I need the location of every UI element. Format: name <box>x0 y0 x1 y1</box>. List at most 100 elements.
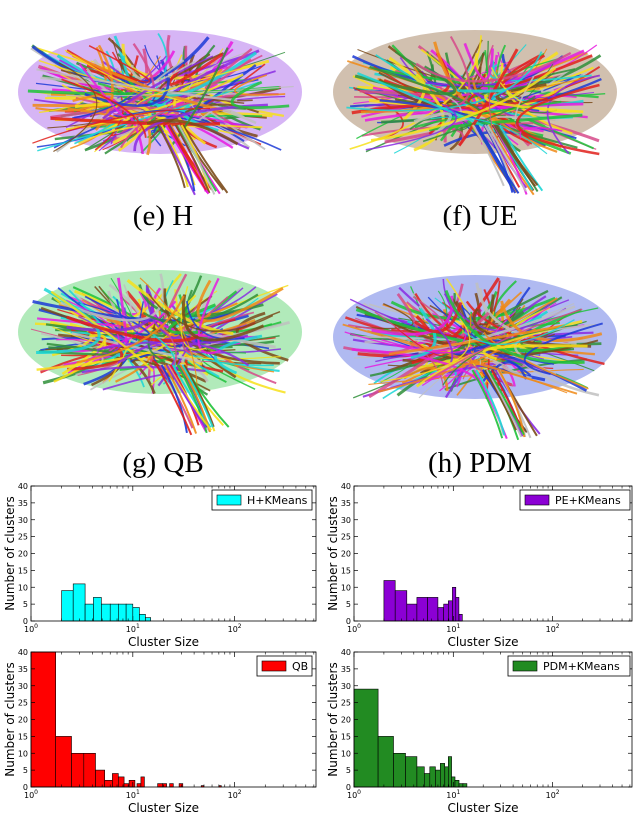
y-tick-label: 20 <box>341 716 351 725</box>
histogram-bar <box>112 773 119 788</box>
x-tick-label: 102 <box>546 623 560 634</box>
x-axis-label: Cluster Size <box>447 635 518 649</box>
histogram-bar <box>435 769 441 788</box>
y-tick-label: 35 <box>18 499 28 508</box>
histogram-bar <box>458 613 463 622</box>
y-tick-label: 0 <box>23 617 28 626</box>
x-tick-label: 101 <box>126 623 140 634</box>
y-tick-label: 0 <box>346 783 351 792</box>
y-tick-label: 10 <box>18 583 28 592</box>
histogram-bar <box>377 736 394 788</box>
x-tick-label: 100 <box>347 789 361 800</box>
y-tick-label: 0 <box>346 617 351 626</box>
histogram-bar <box>118 603 127 622</box>
x-tick-label: 100 <box>24 789 38 800</box>
y-tick-label: 30 <box>341 516 351 525</box>
histogram-bar <box>84 603 94 622</box>
x-axis-label: Cluster Size <box>128 801 199 813</box>
y-tick-label: 35 <box>18 665 28 674</box>
x-tick-label: 102 <box>228 789 242 800</box>
y-tick-label: 20 <box>341 550 351 559</box>
legend-label: H+KMeans <box>247 494 308 507</box>
y-tick-label: 10 <box>341 583 351 592</box>
histogram-bar <box>444 766 449 788</box>
y-tick-label: 15 <box>341 566 351 575</box>
histogram-bar <box>30 651 57 788</box>
histogram-bar <box>458 783 464 788</box>
y-tick-label: 20 <box>18 550 28 559</box>
y-axis-label: Number of clusters <box>326 496 340 610</box>
x-tick-label: 101 <box>126 789 140 800</box>
legend-swatch <box>216 494 242 506</box>
y-tick-label: 25 <box>341 533 351 542</box>
brain-image-h <box>18 30 302 196</box>
histogram-bar <box>452 586 457 622</box>
histogram-bar <box>125 603 134 622</box>
legend-label: QB <box>292 660 308 673</box>
y-tick-label: 10 <box>341 749 351 758</box>
histogram-bar <box>443 603 449 622</box>
y-tick-label: 40 <box>18 482 28 491</box>
histogram-bar <box>132 607 140 622</box>
histogram-bar <box>455 597 460 622</box>
brain-image-ue <box>333 30 617 196</box>
y-axis-label: Number of clusters <box>3 662 17 776</box>
y-tick-label: 15 <box>18 732 28 741</box>
y-tick-label: 10 <box>18 749 28 758</box>
brain-image-qb <box>18 270 302 436</box>
histogram-bar <box>55 736 72 788</box>
legend: PDM+KMeans <box>507 655 631 677</box>
histogram-bar <box>83 752 96 788</box>
histogram-bar <box>157 783 163 788</box>
caption-h: (e) H <box>133 200 193 232</box>
histogram-bar <box>416 597 428 622</box>
histogram-panel: 0 5 10 15 20 25 30 35 40 100 101 102 Cluster Size Num… <box>3 482 317 649</box>
x-tick-label: 100 <box>24 623 38 634</box>
histogram-bar <box>427 597 439 622</box>
histogram-bar <box>169 783 174 788</box>
y-tick-label: 25 <box>18 699 28 708</box>
y-tick-label: 30 <box>18 516 28 525</box>
y-axis-label: Number of clusters <box>3 496 17 610</box>
y-tick-label: 30 <box>18 682 28 691</box>
y-tick-label: 0 <box>23 783 28 792</box>
histogram-bar <box>104 779 113 788</box>
caption-ue: (f) UE <box>443 200 518 232</box>
histogram-panel: 0 5 10 15 20 25 30 35 40 100 101 102 Cluster Size Num… <box>3 648 317 813</box>
histogram-bar <box>406 603 418 622</box>
histogram-bar <box>394 590 408 622</box>
x-axis-label: Cluster Size <box>447 801 518 813</box>
x-tick-label: 101 <box>446 623 460 634</box>
caption-pdm: (h) PDM <box>428 447 532 479</box>
y-tick-label: 25 <box>341 699 351 708</box>
histogram-bar <box>72 583 86 622</box>
legend: H+KMeans <box>211 489 313 511</box>
legend-swatch <box>524 494 550 506</box>
y-tick-label: 40 <box>341 648 351 657</box>
histogram-panel: 0 5 10 15 20 25 30 35 40 100 101 102 Cluster Size Num… <box>326 482 633 649</box>
histogram-bar <box>162 783 167 788</box>
histogram-bar <box>447 600 453 622</box>
histogram-panel: 0 5 10 15 20 25 30 35 40 100 101 102 Cluster Size Num… <box>326 648 633 813</box>
histogram-bar <box>109 603 119 622</box>
histogram-bar <box>93 597 102 622</box>
x-tick-label: 102 <box>228 623 242 634</box>
x-tick-label: 101 <box>446 789 460 800</box>
histogram-bar <box>353 688 379 788</box>
histogram-bar <box>139 613 146 622</box>
y-tick-label: 5 <box>346 766 351 775</box>
x-axis-label: Cluster Size <box>128 635 199 649</box>
histogram-bar <box>128 779 136 788</box>
y-tick-label: 5 <box>23 766 28 775</box>
y-tick-label: 5 <box>23 600 28 609</box>
histogram-bar <box>61 590 74 622</box>
y-tick-label: 30 <box>341 682 351 691</box>
histogram-bar <box>101 603 111 622</box>
y-axis-label: Number of clusters <box>326 662 340 776</box>
y-tick-label: 20 <box>18 716 28 725</box>
histogram-bar <box>95 769 105 788</box>
histogram-bar <box>439 763 445 788</box>
histogram-bar <box>145 617 151 622</box>
